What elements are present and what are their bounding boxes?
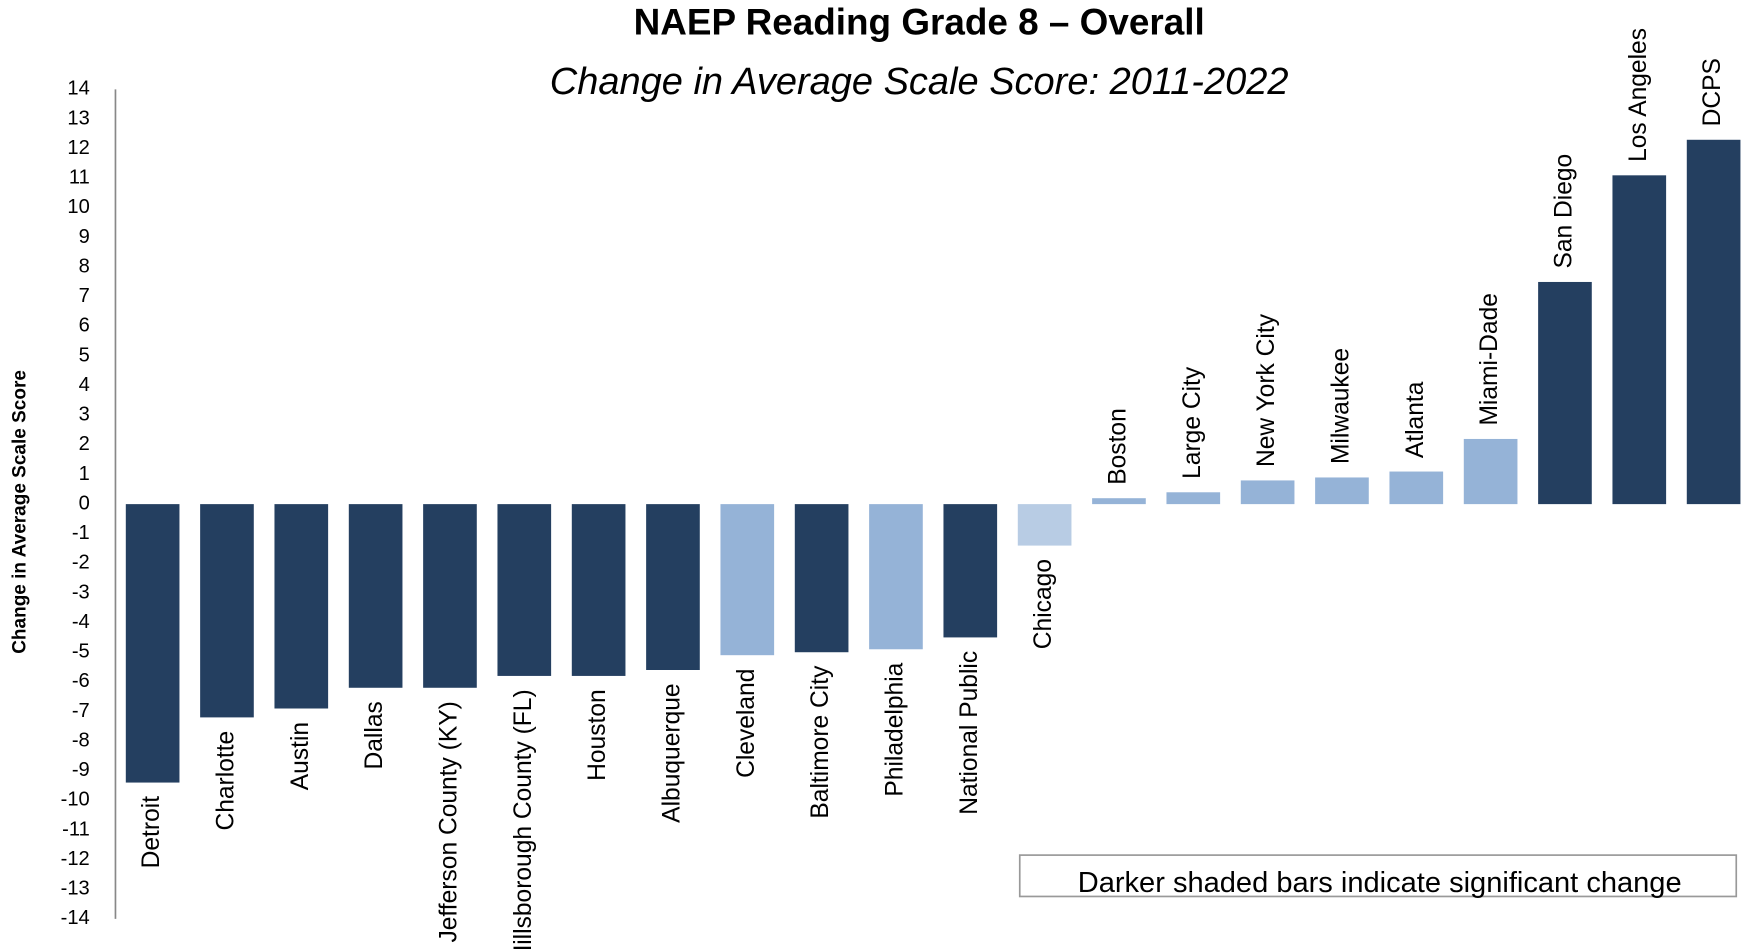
x-tick-label: Milwaukee: [1327, 348, 1354, 464]
y-tick-label: 0: [79, 492, 90, 514]
x-tick-label: Baltimore City: [807, 665, 834, 819]
x-tick-label: Cleveland: [733, 669, 760, 778]
x-tick-label: Philadelphia: [881, 662, 908, 796]
y-tick-label: -2: [72, 552, 90, 574]
annotation: Darker shaded bars indicate significant …: [1078, 867, 1682, 899]
y-axis-label: Change in Average Scale Score: [9, 370, 30, 654]
x-tick-label: DCPS: [1699, 58, 1726, 126]
x-tick-label: Hillsborough County (FL): [510, 689, 537, 949]
x-tick-label: Dallas: [361, 701, 388, 769]
bar: [869, 504, 923, 650]
y-tick-label: -6: [72, 670, 90, 692]
x-tick-label: Austin: [287, 722, 314, 790]
x-tick-label: Houston: [584, 689, 611, 781]
bar: [497, 504, 552, 676]
bar: [274, 504, 329, 709]
y-tick-label: -3: [72, 581, 90, 603]
y-tick-label: -14: [61, 907, 90, 929]
bar: [1612, 175, 1667, 505]
y-tick-label: -11: [62, 818, 90, 840]
y-tick-label: 4: [79, 374, 90, 396]
y-tick-label: 10: [67, 196, 89, 218]
y-tick-label: 14: [67, 78, 89, 100]
x-tick-label: National Public: [956, 651, 983, 815]
y-tick-label: 12: [67, 137, 89, 159]
x-tick-label: Albuquerque: [658, 683, 685, 822]
bar: [646, 504, 700, 671]
x-tick-label: New York City: [1253, 313, 1280, 467]
chart-subtitle: Change in Average Scale Score: 2011-2022: [550, 61, 1289, 103]
y-tick-label: 3: [79, 404, 90, 426]
bar: [794, 504, 849, 653]
y-tick-label: -13: [61, 878, 90, 900]
x-tick-label: Chicago: [1030, 559, 1057, 649]
y-tick-label: 1: [79, 463, 90, 485]
y-tick-label: -8: [72, 729, 90, 751]
chart-title: NAEP Reading Grade 8 – Overall: [634, 1, 1205, 42]
bar: [1166, 492, 1221, 505]
bar: [1463, 438, 1518, 505]
bar: [1017, 504, 1072, 546]
bar: [571, 504, 626, 676]
bar: [423, 504, 477, 688]
y-tick-label: 5: [79, 344, 90, 366]
y-tick-label: -7: [72, 700, 90, 722]
bar: [720, 504, 775, 656]
x-tick-label: Detroit: [138, 796, 165, 869]
y-tick-label: -10: [61, 789, 90, 811]
bar: [348, 504, 403, 688]
y-tick-label: -1: [72, 522, 90, 544]
x-tick-label: Los Angeles: [1625, 28, 1652, 162]
y-tick-label: -4: [72, 611, 90, 633]
y-tick-label: 2: [79, 433, 90, 455]
y-tick-label: 8: [79, 255, 90, 277]
x-tick-label: Large City: [1179, 366, 1206, 479]
x-tick-label: San Diego: [1550, 154, 1577, 269]
bar: [1092, 498, 1146, 505]
bar: [1315, 477, 1369, 505]
bar: [200, 504, 254, 718]
y-tick-label: -12: [61, 848, 90, 870]
x-tick-label: Atlanta: [1402, 381, 1429, 458]
bar: [943, 504, 998, 638]
y-tick-label: 9: [79, 226, 90, 248]
x-tick-label: Miami-Dade: [1476, 293, 1503, 425]
y-tick-label: 13: [67, 107, 89, 129]
y-tick-label: 7: [79, 285, 90, 307]
bar: [125, 504, 180, 783]
y-tick-label: 11: [69, 167, 90, 189]
x-tick-label: Boston: [1104, 408, 1131, 485]
x-tick-label: Jefferson County (KY): [435, 701, 462, 942]
bar: [1686, 139, 1741, 505]
bar: [1389, 471, 1444, 505]
y-tick-label: -9: [72, 759, 90, 781]
y-tick-label: 6: [79, 315, 90, 337]
y-tick-label: -5: [72, 641, 90, 663]
annotation-box: [1018, 854, 1738, 898]
bar: [1240, 480, 1295, 505]
x-tick-label: Charlotte: [212, 731, 239, 831]
bar: [1538, 281, 1592, 505]
